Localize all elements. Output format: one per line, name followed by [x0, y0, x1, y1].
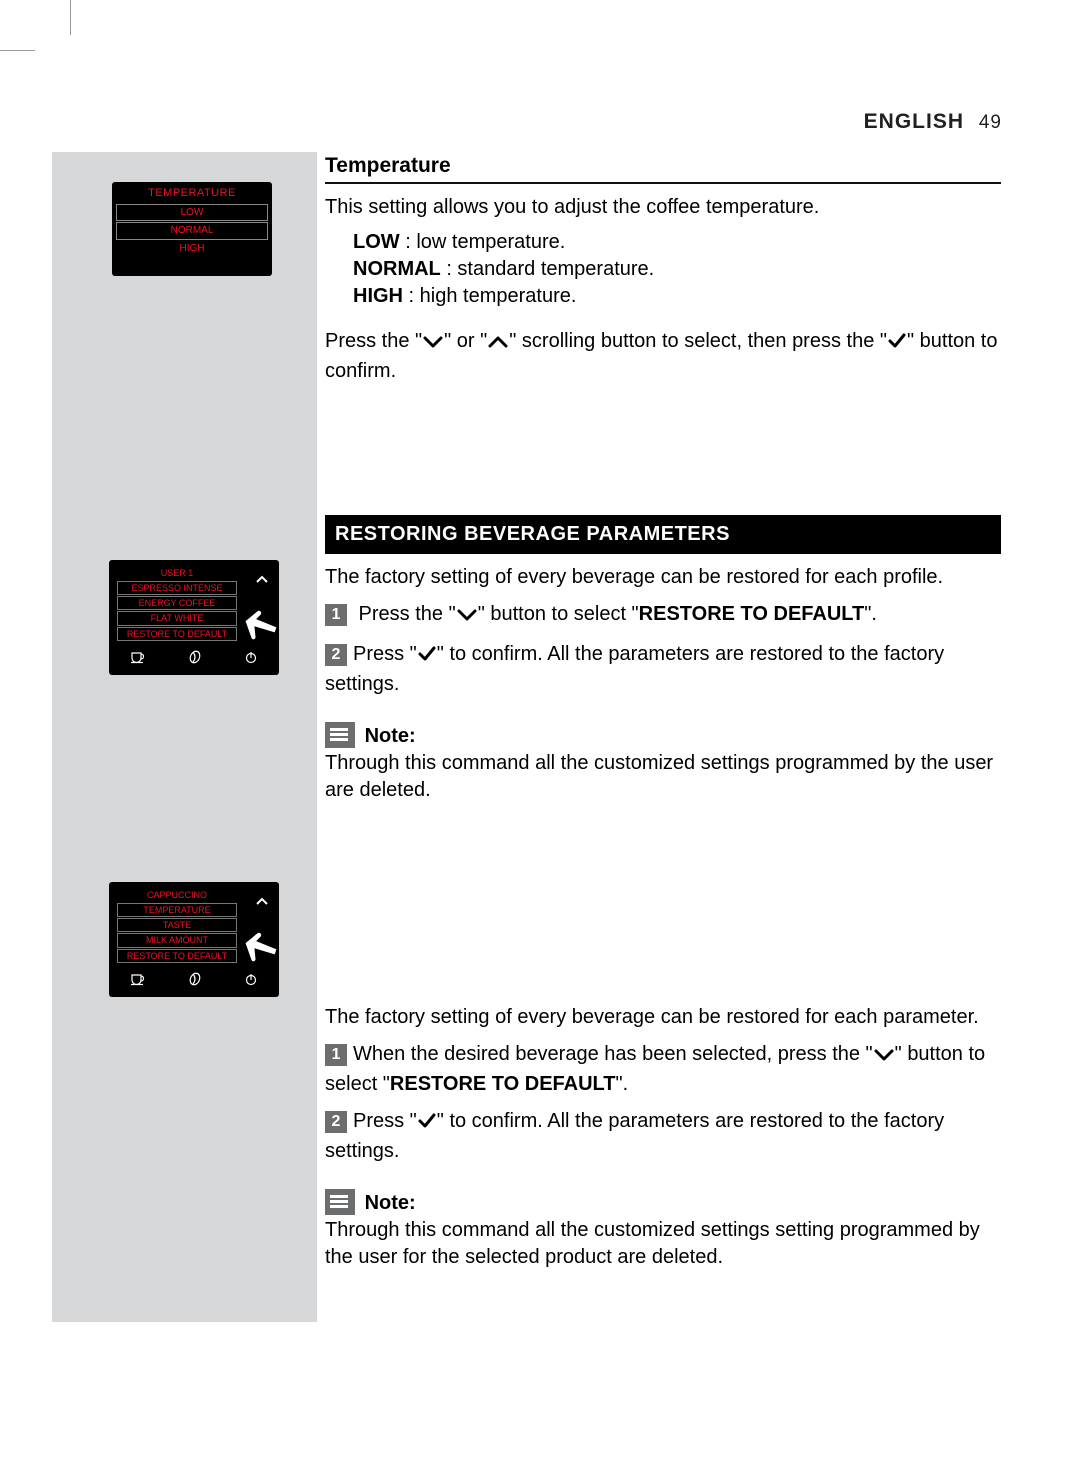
chevron-down-icon	[873, 1044, 895, 1071]
lcd-menu: CAPPUCCINO TEMPERATURE TASTE MILK AMOUNT…	[117, 888, 237, 964]
lcd-row: HIGH	[116, 241, 268, 257]
lcd-temperature: TEMPERATURE LOW NORMAL HIGH	[112, 182, 272, 276]
crop-mark	[70, 0, 71, 35]
temp-desc: : standard temperature.	[441, 258, 654, 280]
step-text: Press "" to confirm. All the parameters …	[325, 643, 944, 695]
text: ".	[864, 603, 877, 625]
chevron-down-icon	[456, 604, 478, 631]
step-1: 1 When the desired beverage has been sele…	[325, 1041, 1001, 1098]
restoring-param-intro: The factory setting of every beverage ca…	[325, 1004, 1001, 1031]
sidebar-gray-column: TEMPERATURE LOW NORMAL HIGH USER 1 ESPRE…	[52, 152, 317, 1322]
step-number: 2	[325, 644, 347, 666]
temperature-intro: This setting allows you to adjust the co…	[325, 194, 1001, 221]
header-page-number: 49	[979, 112, 1002, 133]
text-bold: RESTORE TO DEFAULT	[390, 1073, 616, 1095]
bean-icon	[188, 650, 202, 669]
note-label: Note:	[365, 1192, 416, 1214]
lcd-cappuccino: CAPPUCCINO TEMPERATURE TASTE MILK AMOUNT…	[109, 882, 279, 997]
chevron-up-icon	[255, 570, 269, 589]
step-text: When the desired beverage has been selec…	[325, 1043, 985, 1095]
page-header: ENGLISH 49	[864, 108, 1002, 136]
note-text: Through this command all the customized …	[325, 1217, 1001, 1271]
lcd-row: RESTORE TO DEFAULT	[117, 949, 237, 963]
main-content: Temperature This setting allows you to a…	[325, 152, 1001, 1271]
chevron-down-icon	[422, 331, 444, 358]
temperature-row: HIGH : high temperature.	[353, 283, 1001, 310]
temperature-row: NORMAL : standard temperature.	[353, 256, 1001, 283]
text: " or "	[444, 330, 487, 352]
text: Press the "	[353, 603, 456, 625]
restoring-intro: The factory setting of every beverage ca…	[325, 564, 1001, 591]
lcd-row: RESTORE TO DEFAULT	[117, 627, 237, 641]
lcd-row: ENERGY COFFEE	[117, 596, 237, 610]
note-block: Note: Through this command all the custo…	[325, 722, 1001, 804]
step-number: 1	[325, 604, 347, 626]
lcd-menu: USER 1 ESPRESSO INTENSE ENERGY COFFEE FL…	[117, 566, 237, 642]
check-icon	[887, 331, 907, 358]
text: Press the "	[325, 330, 422, 352]
header-language: ENGLISH	[864, 110, 964, 133]
step-number: 2	[325, 1111, 347, 1133]
lcd-title: USER 1	[117, 566, 237, 580]
text-bold: RESTORE TO DEFAULT	[639, 603, 865, 625]
step-number: 1	[325, 1044, 347, 1066]
temp-label: HIGH	[353, 285, 403, 307]
text: Press "	[353, 1110, 417, 1132]
crop-mark	[0, 50, 35, 51]
lcd-row: ESPRESSO INTENSE	[117, 581, 237, 595]
text: When the desired beverage has been selec…	[353, 1043, 873, 1065]
temp-label: LOW	[353, 231, 400, 253]
lcd-user1: USER 1 ESPRESSO INTENSE ENERGY COFFEE FL…	[109, 560, 279, 675]
lcd-row: NORMAL	[116, 222, 268, 240]
lcd-row: LOW	[116, 204, 268, 222]
chevron-up-icon	[255, 892, 269, 911]
note-icon	[325, 722, 355, 748]
section-restoring-profile: RESTORING BEVERAGE PARAMETERS The factor…	[325, 515, 1001, 804]
lcd-row: FLAT WHITE	[117, 611, 237, 625]
chevron-up-icon	[487, 331, 509, 358]
pointer-hand-icon	[239, 603, 285, 657]
cup-icon	[130, 650, 146, 669]
lcd-title: TEMPERATURE	[112, 182, 272, 203]
temp-desc: : high temperature.	[403, 285, 576, 307]
text: " button to select "	[478, 603, 639, 625]
section-temperature: Temperature This setting allows you to a…	[325, 152, 1001, 385]
section-restoring-parameter: The factory setting of every beverage ca…	[325, 1004, 1001, 1271]
lcd-row: TEMPERATURE	[117, 903, 237, 917]
note-icon	[325, 1189, 355, 1215]
step-text: Press "" to confirm. All the parameters …	[325, 1110, 944, 1162]
text: ".	[615, 1073, 628, 1095]
check-icon	[417, 644, 437, 671]
step-text: Press the " " button to select "RESTORE T…	[353, 603, 877, 625]
note-block: Note: Through this command all the custo…	[325, 1189, 1001, 1271]
bean-icon	[188, 972, 202, 991]
note-label: Note:	[365, 725, 416, 747]
temp-desc: : low temperature.	[400, 231, 566, 253]
lcd-row: TASTE	[117, 918, 237, 932]
step-1: 1 Press the " " button to select "RESTORE…	[325, 601, 1001, 631]
note-text: Through this command all the customized …	[325, 750, 1001, 804]
temperature-row: LOW : low temperature.	[353, 229, 1001, 256]
section-bar: RESTORING BEVERAGE PARAMETERS	[325, 515, 1001, 554]
check-icon	[417, 1111, 437, 1138]
step-2: 2Press "" to confirm. All the parameters…	[325, 641, 1001, 698]
text: " scrolling button to select, then press…	[509, 330, 887, 352]
lcd-row: MILK AMOUNT	[117, 933, 237, 947]
text: Press "	[353, 643, 417, 665]
temperature-scroll-instruction: Press the " " or " " scrolling button to s…	[325, 328, 1001, 385]
heading-temperature: Temperature	[325, 152, 1001, 184]
pointer-hand-icon	[239, 925, 285, 979]
cup-icon	[130, 972, 146, 991]
step-2: 2Press "" to confirm. All the parameters…	[325, 1108, 1001, 1165]
lcd-title: CAPPUCCINO	[117, 888, 237, 902]
temp-label: NORMAL	[353, 258, 441, 280]
